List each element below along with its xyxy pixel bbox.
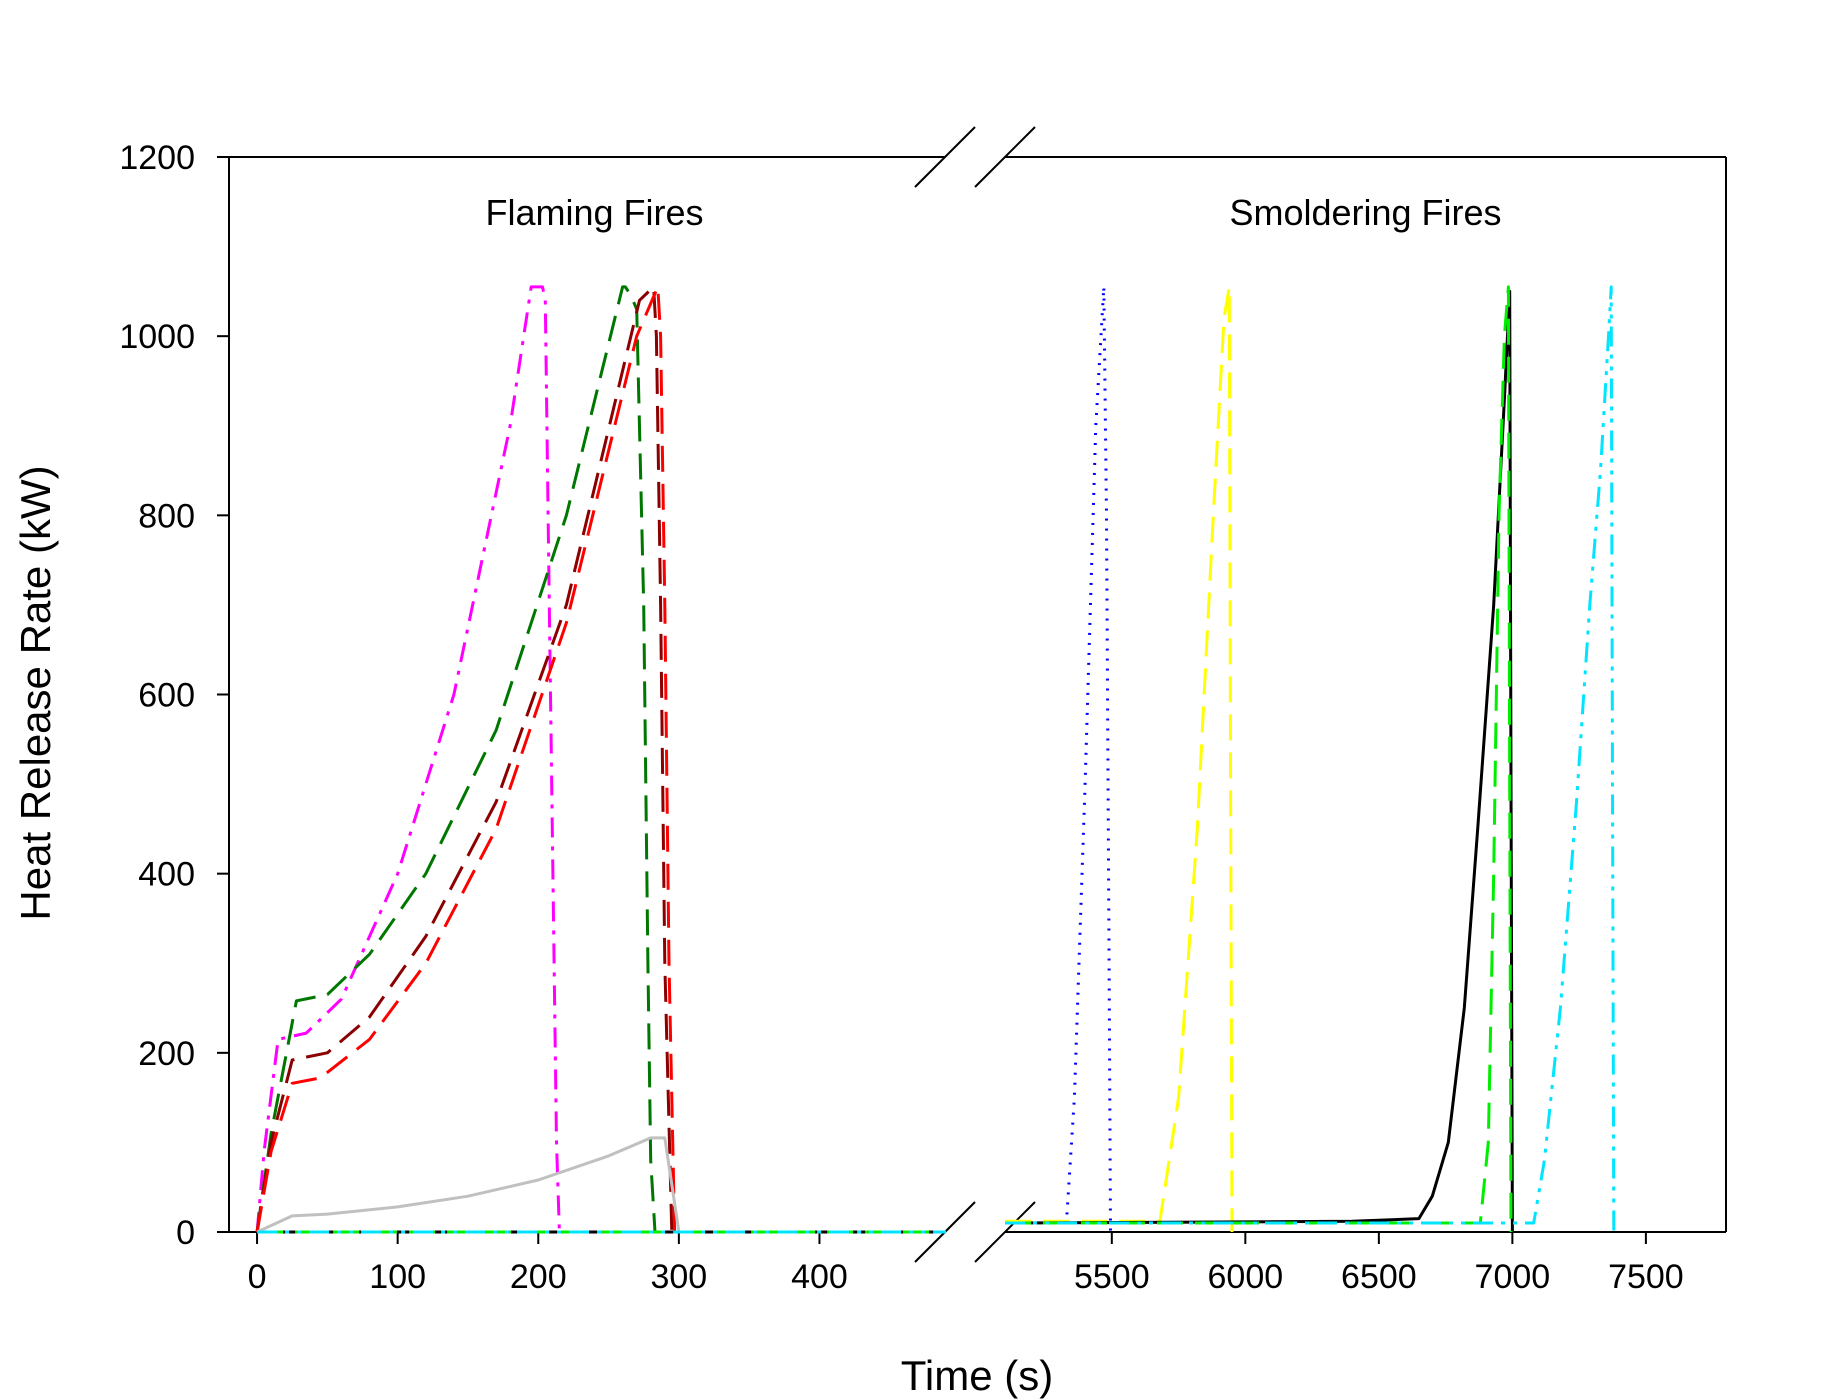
x-tick-label: 6000 bbox=[1208, 1258, 1284, 1296]
series-line bbox=[255, 285, 946, 1234]
series-line bbox=[256, 1136, 946, 1234]
y-tick-label: 400 bbox=[138, 856, 195, 894]
series-line bbox=[1005, 285, 1616, 1233]
x-axis-ticks: 0 100 200 300 400 5500 6000 6500 7000 7500 bbox=[248, 1232, 1684, 1296]
break-mark-top-right bbox=[974, 126, 1036, 188]
series-line bbox=[1005, 285, 1234, 1233]
y-tick-label: 600 bbox=[138, 677, 195, 715]
panel-label: Smoldering Fires bbox=[1229, 192, 1501, 233]
x-tick-label: 0 bbox=[248, 1258, 267, 1296]
x-tick-label: 100 bbox=[369, 1258, 426, 1296]
panel-label: Flaming Fires bbox=[485, 192, 703, 233]
y-tick-label: 0 bbox=[176, 1214, 195, 1252]
break-mark-top-left bbox=[914, 126, 976, 188]
y-tick-label: 800 bbox=[138, 497, 195, 535]
x-tick-label: 400 bbox=[791, 1258, 848, 1296]
series-line bbox=[1005, 285, 1513, 1233]
series-line bbox=[255, 285, 946, 1234]
axis-break-marks bbox=[914, 126, 1036, 1263]
series-line bbox=[255, 285, 946, 1234]
series-line bbox=[1005, 285, 1112, 1233]
x-tick-label: 5500 bbox=[1074, 1258, 1150, 1296]
y-tick-label: 1200 bbox=[119, 139, 195, 177]
y-tick-label: 200 bbox=[138, 1035, 195, 1073]
x-axis-title: Time (s) bbox=[901, 1352, 1053, 1399]
series-layer bbox=[255, 285, 1616, 1234]
x-tick-label: 300 bbox=[650, 1258, 707, 1296]
panel-labels: Flaming Fires Smoldering Fires bbox=[485, 192, 1501, 233]
y-axis-ticks: 0 200 400 600 800 1000 1200 bbox=[119, 139, 229, 1252]
x-tick-label: 7500 bbox=[1608, 1258, 1684, 1296]
break-mark-bottom-right bbox=[974, 1201, 1036, 1263]
y-tick-label: 1000 bbox=[119, 318, 195, 356]
series-line bbox=[1004, 289, 1514, 1233]
series-line bbox=[255, 285, 946, 1234]
x-tick-label: 200 bbox=[510, 1258, 567, 1296]
x-tick-label: 7000 bbox=[1475, 1258, 1551, 1296]
y-axis-title: Heat Release Rate (kW) bbox=[12, 465, 59, 920]
x-tick-label: 6500 bbox=[1341, 1258, 1417, 1296]
